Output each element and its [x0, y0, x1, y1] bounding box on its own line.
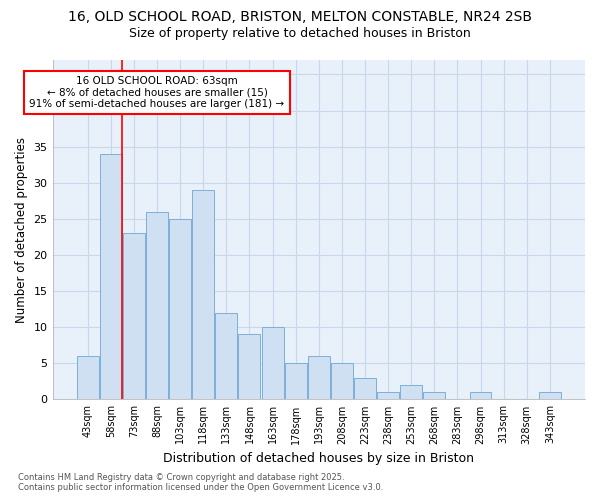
Bar [400, 385, 422, 400]
Text: Size of property relative to detached houses in Briston: Size of property relative to detached ho… [129, 28, 471, 40]
Bar [354, 378, 376, 400]
X-axis label: Distribution of detached houses by size in Briston: Distribution of detached houses by size … [163, 452, 474, 465]
Y-axis label: Number of detached properties: Number of detached properties [15, 136, 28, 322]
Text: 16, OLD SCHOOL ROAD, BRISTON, MELTON CONSTABLE, NR24 2SB: 16, OLD SCHOOL ROAD, BRISTON, MELTON CON… [68, 10, 532, 24]
Bar [470, 392, 491, 400]
Text: 16 OLD SCHOOL ROAD: 63sqm
← 8% of detached houses are smaller (15)
91% of semi-d: 16 OLD SCHOOL ROAD: 63sqm ← 8% of detach… [29, 76, 284, 109]
Bar [77, 356, 98, 400]
Bar [123, 234, 145, 400]
Bar [146, 212, 168, 400]
Bar [169, 219, 191, 400]
Bar [377, 392, 399, 400]
Bar [424, 392, 445, 400]
Bar [262, 327, 284, 400]
Bar [284, 364, 307, 400]
Bar [308, 356, 330, 400]
Bar [192, 190, 214, 400]
Text: Contains HM Land Registry data © Crown copyright and database right 2025.
Contai: Contains HM Land Registry data © Crown c… [18, 473, 383, 492]
Bar [539, 392, 561, 400]
Bar [100, 154, 122, 400]
Bar [238, 334, 260, 400]
Bar [215, 313, 238, 400]
Bar [331, 364, 353, 400]
